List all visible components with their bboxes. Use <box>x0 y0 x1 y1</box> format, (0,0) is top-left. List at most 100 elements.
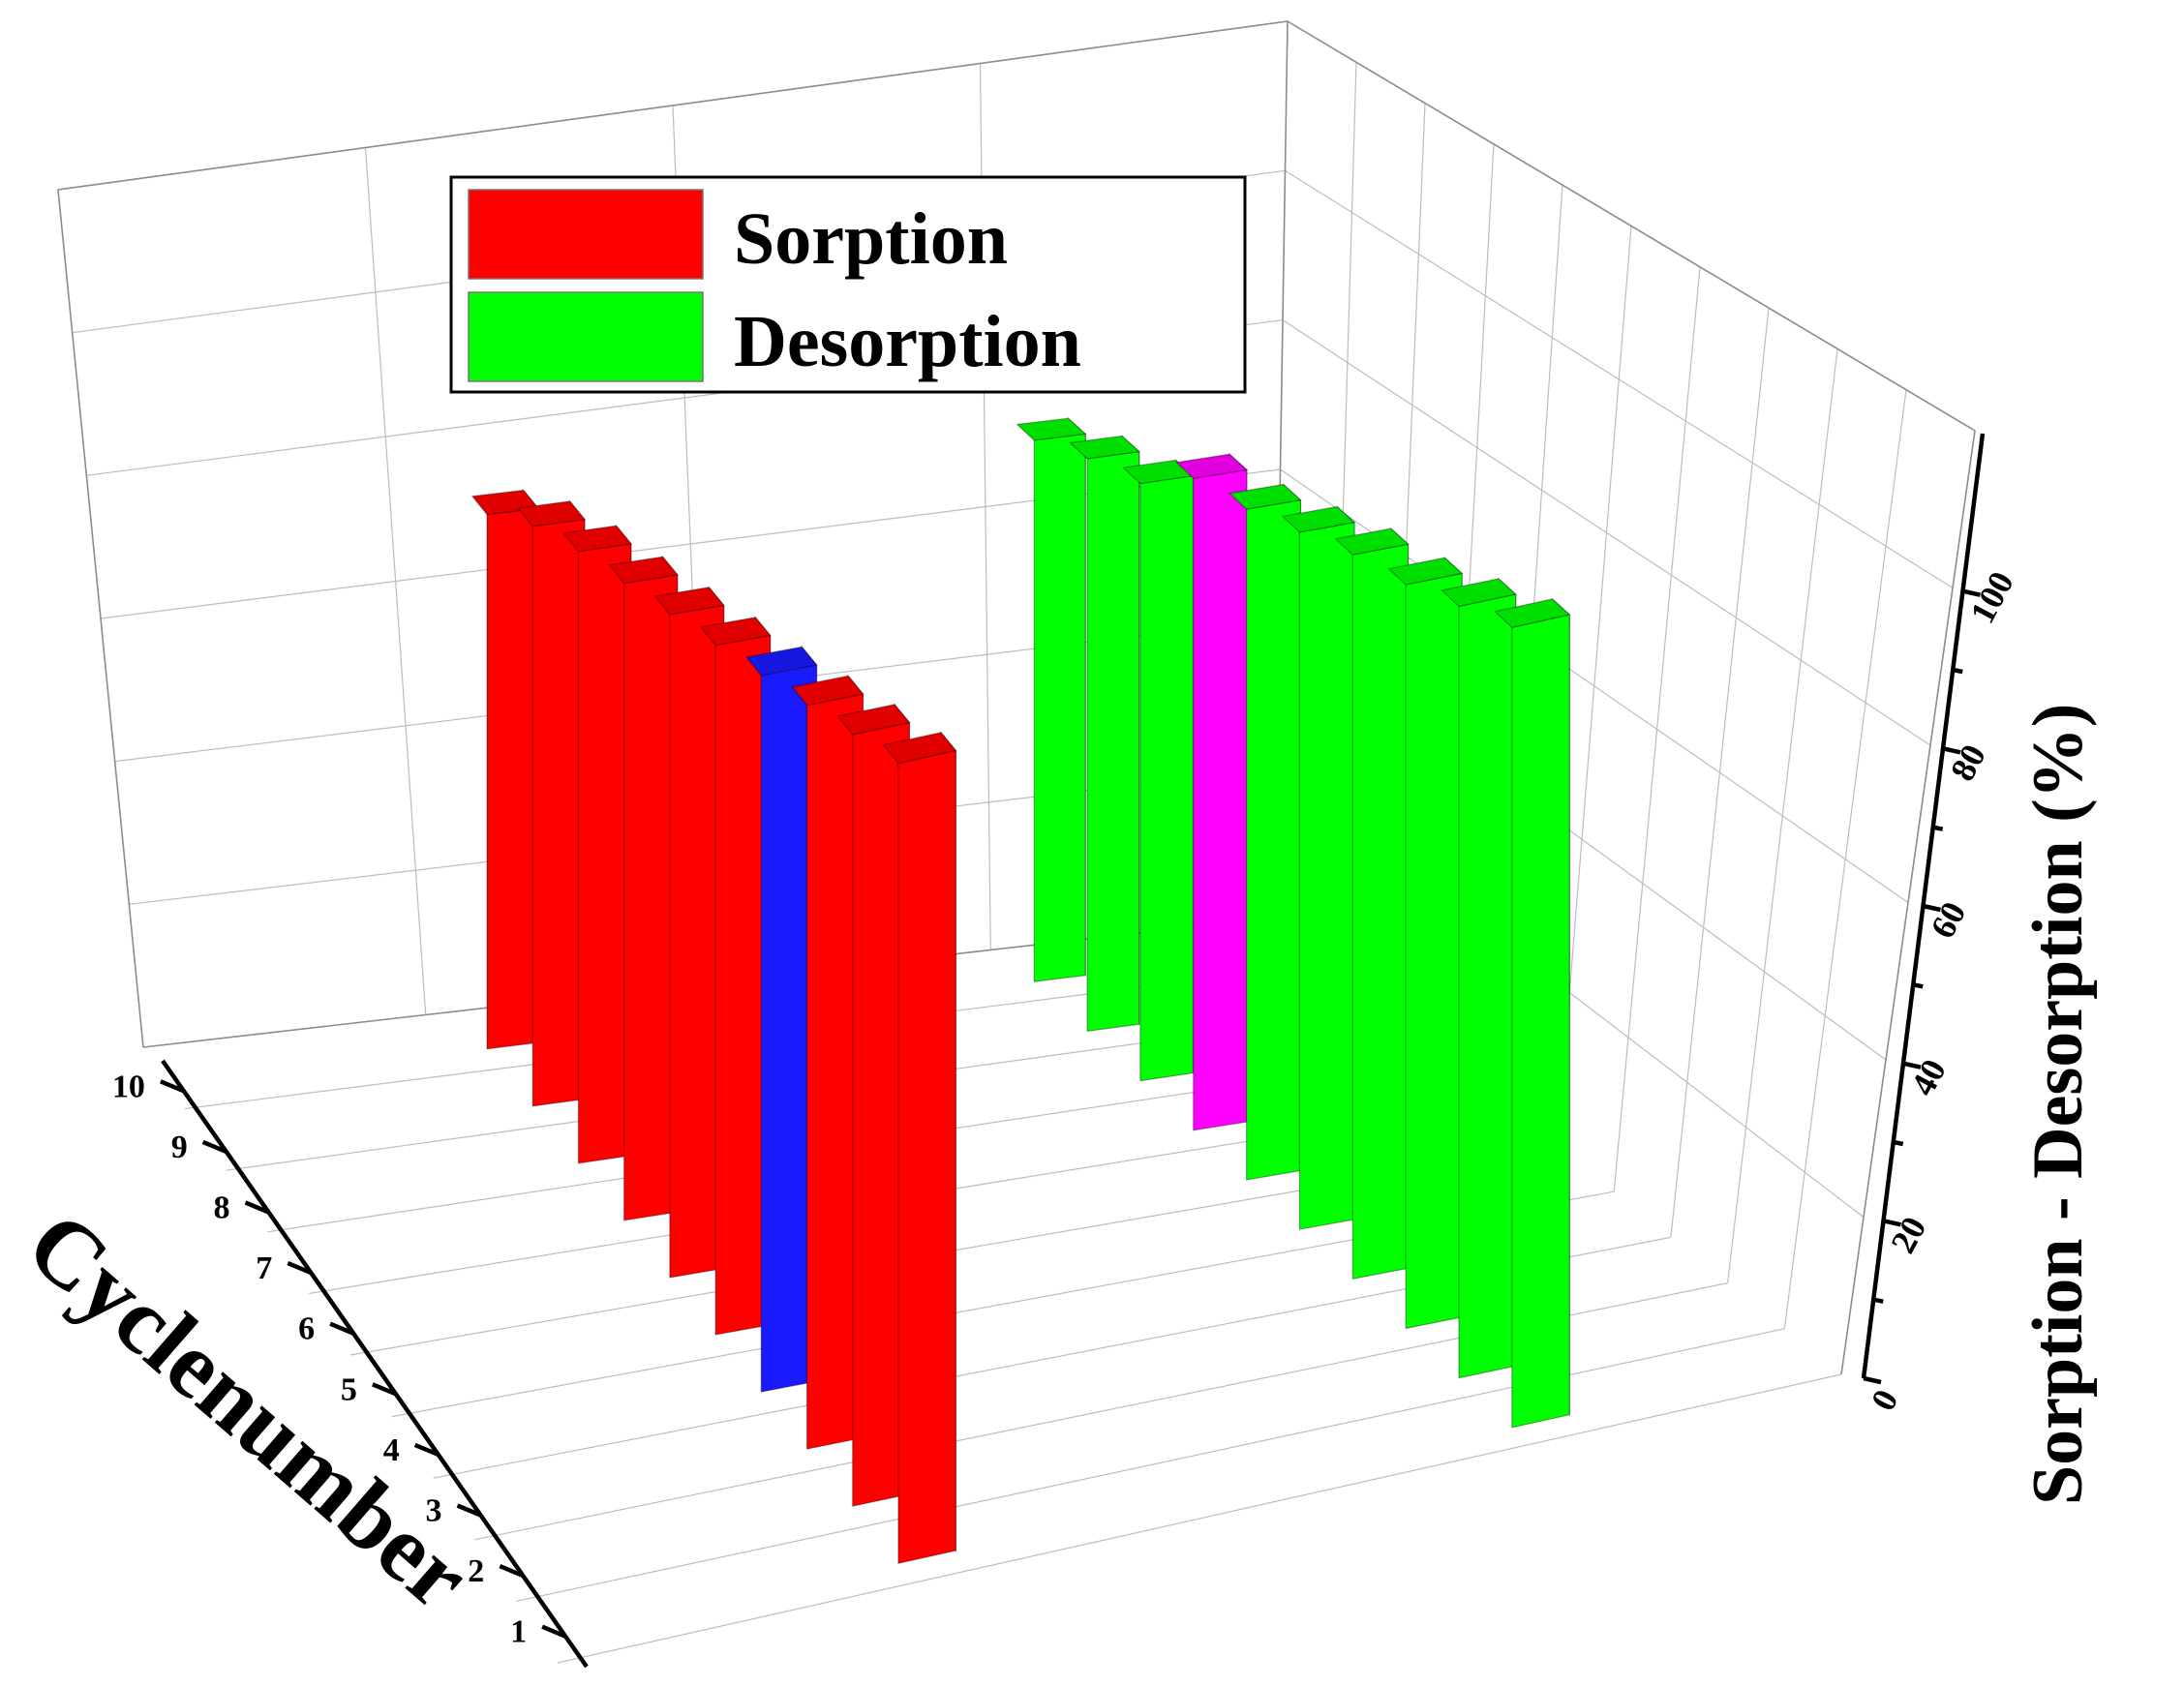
x-tick <box>541 1624 566 1639</box>
z-minor-tick <box>1872 1297 1884 1304</box>
bar-top-face <box>1494 598 1571 628</box>
floor-gridline <box>516 1328 1785 1602</box>
x-tick <box>287 1261 313 1276</box>
z-minor-tick <box>1932 825 1944 831</box>
bar-sorption-cycle-10 <box>470 488 540 1050</box>
bar-desorption-cycle-4 <box>1334 527 1410 1280</box>
bar-front-face <box>1086 450 1140 1033</box>
z-tick <box>1902 1061 1922 1069</box>
bar-top-face <box>1387 557 1464 586</box>
bar-top-face <box>699 617 772 647</box>
bar-desorption-cycle-10 <box>1016 416 1087 982</box>
bar-top-face <box>1441 578 1517 608</box>
x-tick-label: 8 <box>214 1190 230 1226</box>
x-tick <box>413 1442 440 1457</box>
bar-front-face <box>1458 593 1517 1379</box>
legend-label-desorption: Desorption <box>734 301 1081 382</box>
x-tick-label: 7 <box>256 1250 272 1286</box>
bar-top-face <box>745 646 818 677</box>
z-axis-label: Sorption - Desorption (%) <box>2018 704 2098 1505</box>
floor-gridline <box>557 1373 1842 1664</box>
x-tick-label: 1 <box>510 1614 527 1650</box>
bar-top-face <box>1016 417 1087 441</box>
z-tick <box>1923 903 1941 913</box>
bar-desorption-cycle-8 <box>1122 459 1195 1082</box>
axes <box>160 433 1986 1669</box>
x-tick-label: 6 <box>298 1311 315 1347</box>
x-tick <box>160 1079 185 1094</box>
z-tick <box>1863 1375 1882 1385</box>
x-tick-label: 4 <box>383 1432 400 1468</box>
x-axis-label: Cyclenumber <box>8 1191 490 1630</box>
bar-top-face <box>608 556 679 585</box>
bar-top-face <box>1122 459 1195 485</box>
x-tick <box>329 1321 354 1336</box>
z-tick <box>1883 1219 1901 1227</box>
bar-front-face <box>1351 543 1410 1280</box>
legend-label-sorption: Sorption <box>734 198 1008 280</box>
legend-swatch-sorption <box>468 189 704 280</box>
z-tick-label: 80 <box>1943 738 1993 788</box>
side-wall-gridline <box>1727 348 1838 1283</box>
bar-front-face <box>897 749 956 1564</box>
bar-top-face <box>1174 453 1249 479</box>
bar-top-face <box>1334 527 1410 556</box>
bar-front-face <box>1139 474 1194 1082</box>
bar-top-face <box>516 500 587 527</box>
back-wall-frame <box>57 20 1289 1048</box>
side-wall-gridline <box>1783 389 1907 1329</box>
x-tick-label: 5 <box>341 1371 357 1407</box>
bar-front-face <box>1405 572 1463 1330</box>
z-tick-label: 60 <box>1923 895 1973 945</box>
x-tick <box>201 1139 228 1154</box>
bar-desorption-cycle-3 <box>1387 556 1464 1330</box>
bar-desorption-cycle-9 <box>1069 435 1141 1033</box>
bar-desorption-cycle-6 <box>1228 483 1302 1181</box>
z-minor-tick <box>1952 667 1963 675</box>
bars <box>470 416 1571 1564</box>
z-tick <box>1942 746 1961 755</box>
bar-front-face <box>1033 433 1086 982</box>
x-tick <box>244 1200 270 1215</box>
x-tick <box>499 1564 525 1579</box>
bar-front-face <box>1511 614 1570 1429</box>
bar-top-face <box>1069 435 1141 460</box>
z-tick-label: 0 <box>1864 1383 1906 1417</box>
bar-front-face <box>1193 468 1248 1131</box>
back-wall-gridline <box>364 147 427 1015</box>
z-tick <box>1962 588 1981 597</box>
side-wall-gridline <box>1670 308 1770 1238</box>
x-tick-label: 2 <box>468 1553 484 1589</box>
bar-desorption-cycle-1 <box>1494 597 1571 1429</box>
side-wall-frame <box>1287 20 1976 1375</box>
bar-top-face <box>1228 483 1302 510</box>
bar-top-face <box>791 675 864 707</box>
z-tick-labels: 0 20 40 60 80 100 <box>1864 565 2021 1417</box>
bar-front-face <box>1245 498 1302 1181</box>
x-axis-line <box>161 1059 589 1669</box>
side-wall-gridline <box>1556 226 1632 1147</box>
legend-swatch-desorption <box>468 291 704 382</box>
x-tick <box>372 1382 397 1397</box>
legend: Sorption Desorption <box>449 175 1247 394</box>
bar-front-face <box>531 518 586 1107</box>
bar-sorption-cycle-1 <box>882 731 957 1564</box>
bar-top-face <box>1281 505 1356 533</box>
x-tick <box>456 1503 482 1518</box>
x-tick-label: 9 <box>171 1130 188 1165</box>
bar-top-face <box>882 732 957 765</box>
bar-top-face <box>836 704 911 736</box>
z-minor-tick <box>1893 1139 1904 1147</box>
z-minor-tick <box>1912 982 1924 989</box>
bar-top-face <box>653 587 725 616</box>
z-tick-label: 100 <box>1962 565 2021 629</box>
x-tick-label: 10 <box>112 1069 145 1104</box>
bar-desorption-cycle-2 <box>1441 577 1517 1379</box>
z-tick-label: 20 <box>1883 1211 1933 1260</box>
bar-top-face <box>562 525 632 553</box>
x-tick-label: 3 <box>426 1493 442 1529</box>
z-tick-label: 40 <box>1903 1053 1954 1102</box>
